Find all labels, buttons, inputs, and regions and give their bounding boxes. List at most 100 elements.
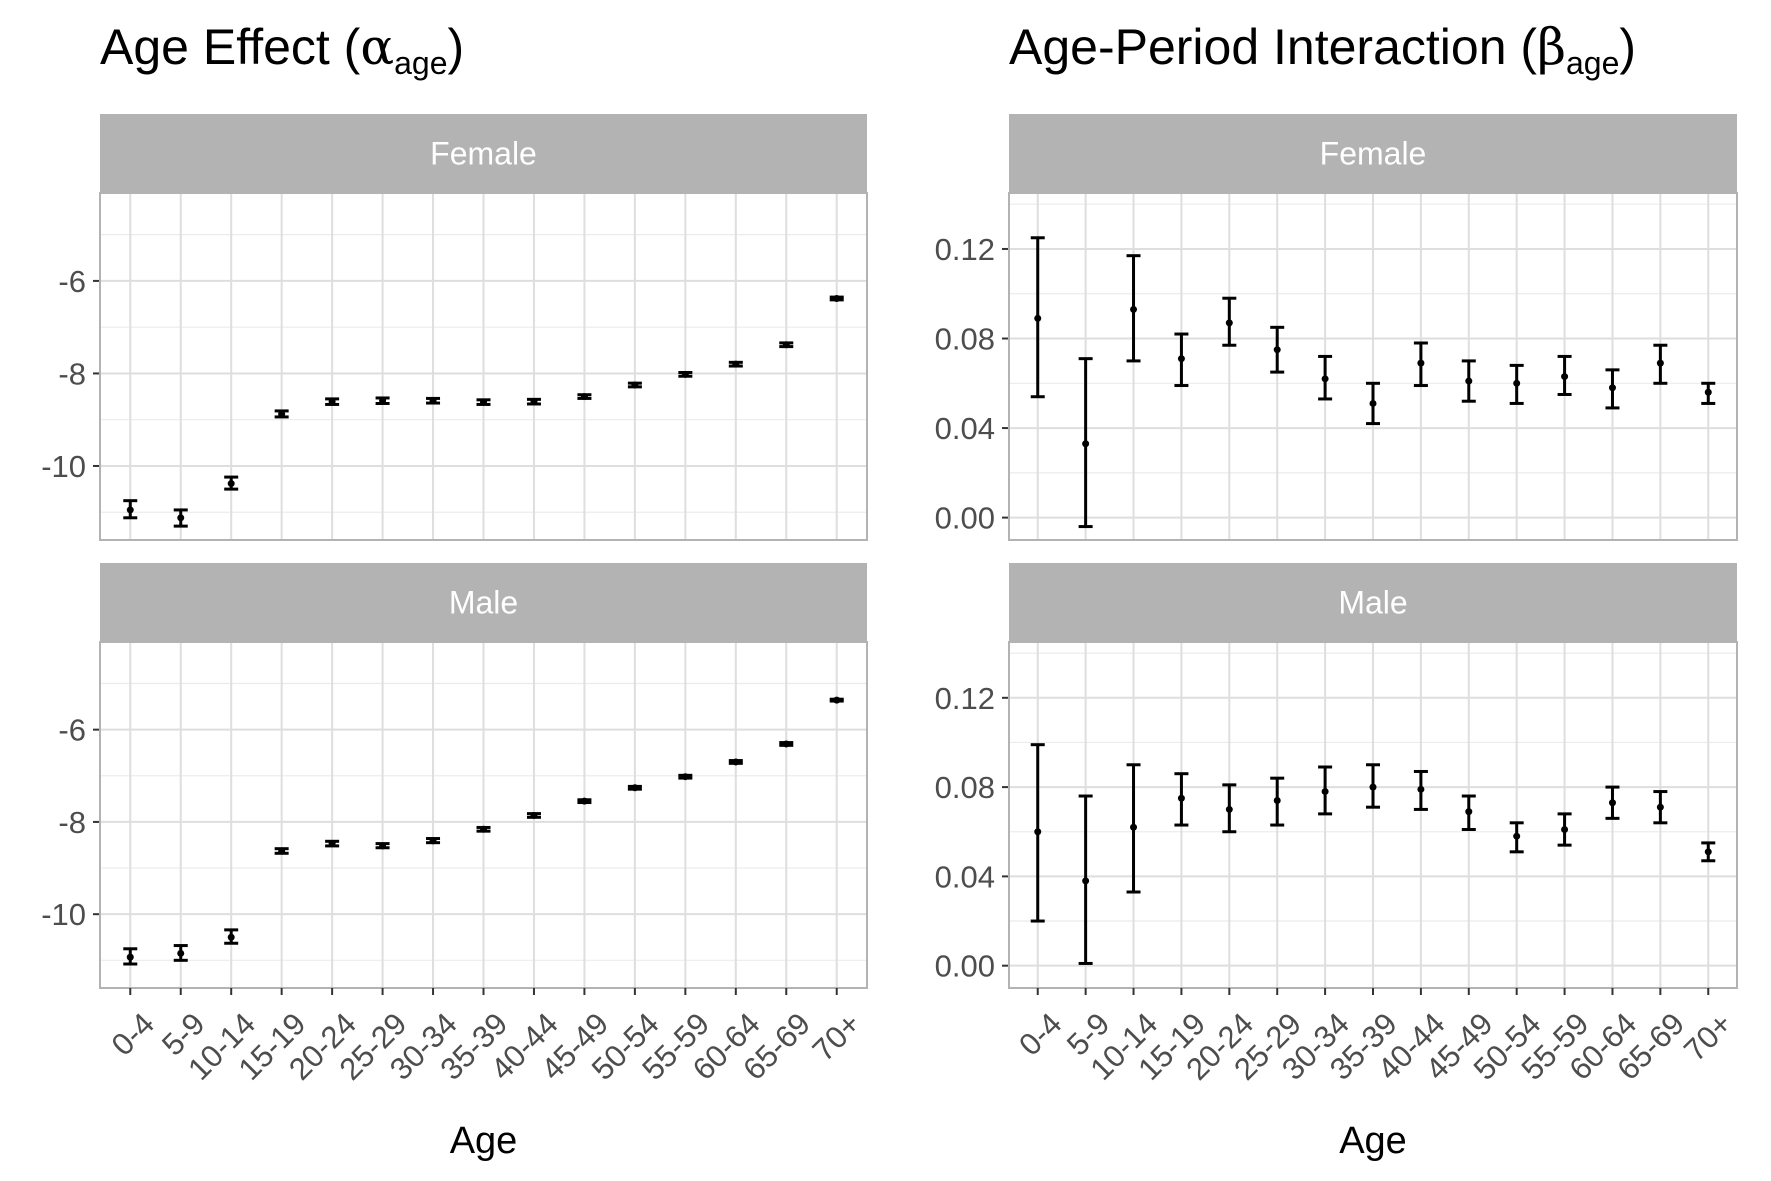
error-bar-5-9 (1078, 357, 1093, 529)
data-point-30-34 (429, 837, 437, 845)
facet-strip (1009, 563, 1737, 642)
error-bar-65-69 (1653, 790, 1668, 825)
error-bar-40-44 (1413, 341, 1428, 388)
error-bar-60-64 (728, 758, 743, 766)
data-point-15-19 (1177, 355, 1185, 363)
plot-border (99, 192, 868, 541)
data-point-60-64 (732, 360, 740, 368)
error-bar-70+ (829, 294, 844, 302)
error-bar-70+ (1701, 381, 1716, 405)
error-bar-35-39 (476, 825, 491, 833)
x-tick-label: 70+ (806, 1006, 868, 1068)
error-bar-65-69 (1653, 343, 1668, 385)
data-point-5-9 (177, 949, 185, 957)
error-bar-20-24 (1222, 783, 1237, 834)
data-point-5-9 (1082, 877, 1090, 885)
data-point-30-34 (1321, 375, 1329, 383)
data-point-65-69 (782, 740, 790, 748)
error-bar-55-59 (1557, 354, 1572, 396)
y-tick-label: -6 (58, 264, 86, 299)
error-bar-70+ (829, 696, 844, 704)
y-tick-label: -8 (58, 356, 86, 391)
error-bar-40-44 (526, 397, 541, 406)
data-point-50-54 (1513, 832, 1521, 840)
y-tick-label: 0.12 (935, 232, 995, 267)
y-tick-label: 0.04 (935, 411, 995, 446)
data-point-55-59 (681, 370, 689, 378)
error-bar-25-29 (375, 842, 390, 850)
y-tick-label: 0.00 (935, 501, 995, 536)
error-bar-30-34 (426, 396, 441, 405)
error-bar-20-24 (325, 397, 340, 406)
error-bar-10-14 (1126, 254, 1141, 363)
data-point-0-4 (126, 953, 134, 961)
chart-title-text: Age-Period Interaction ( (1009, 19, 1537, 75)
age-effect-chart: Age Effect (αage) Female -10 -8 -6 Male -10 -8 -… (41, 18, 868, 1162)
data-point-0-4 (1034, 314, 1042, 322)
y-tick-label: -8 (58, 805, 86, 840)
data-point-25-29 (1273, 346, 1281, 354)
data-point-20-24 (1225, 319, 1233, 327)
data-point-5-9 (1082, 440, 1090, 448)
chart-title-subscript: age (1566, 45, 1619, 81)
error-bar-35-39 (1366, 381, 1380, 426)
x-axis-title: Age (1339, 1120, 1407, 1162)
data-point-65-69 (1656, 803, 1664, 811)
data-point-25-29 (379, 397, 387, 405)
y-tick-label: -10 (41, 897, 86, 932)
error-bar-5-9 (173, 508, 188, 528)
chart-title-symbol: β (1537, 18, 1566, 76)
chart-title: Age-Period Interaction (βage) (1009, 18, 1636, 81)
error-bar-10-14 (224, 475, 239, 491)
error-bar-5-9 (173, 944, 188, 962)
chart-title-symbol: α (360, 18, 394, 76)
data-point-55-59 (681, 773, 689, 781)
data-point-35-39 (1369, 783, 1377, 791)
data-point-55-59 (1561, 373, 1569, 381)
data-point-60-64 (1608, 799, 1616, 807)
error-bar-60-64 (728, 360, 743, 368)
error-bar-30-34 (426, 837, 441, 845)
error-bar-25-29 (375, 396, 390, 406)
data-point-55-59 (1561, 826, 1569, 834)
plot-border (1008, 192, 1738, 541)
data-point-65-69 (782, 341, 790, 349)
error-bar-30-34 (1318, 354, 1333, 401)
error-bar-45-49 (577, 393, 592, 401)
data-point-20-24 (328, 840, 336, 848)
y-tick-label: 0.12 (935, 681, 995, 716)
error-bar-60-64 (1605, 785, 1620, 820)
error-bar-70+ (1701, 841, 1716, 863)
data-point-70+ (1704, 848, 1712, 856)
chart-title-close: ) (1619, 19, 1636, 75)
data-point-10-14 (227, 933, 235, 941)
y-tick-label: -10 (41, 449, 86, 484)
data-point-50-54 (631, 381, 639, 389)
data-point-10-14 (1130, 823, 1138, 831)
facet-strip-label: Female (430, 136, 537, 172)
chart-title: Age Effect (αage) (100, 18, 464, 81)
data-point-15-19 (1177, 794, 1185, 802)
error-bar-20-24 (1222, 296, 1237, 347)
chart-title-text: Age Effect ( (100, 19, 361, 75)
error-bar-35-39 (476, 398, 491, 406)
data-point-60-64 (1608, 384, 1616, 392)
data-point-40-44 (1417, 785, 1425, 793)
facet-strip (1009, 114, 1737, 193)
data-point-50-54 (1513, 379, 1521, 387)
facet-strip (100, 114, 867, 193)
error-bar-50-54 (627, 784, 642, 792)
error-bar-15-19 (274, 409, 289, 419)
chart-title-close: ) (447, 19, 464, 75)
facet-strip-label: Female (1320, 136, 1427, 172)
error-bar-55-59 (678, 773, 693, 781)
error-bar-50-54 (627, 381, 642, 389)
data-point-65-69 (1656, 359, 1664, 367)
data-point-45-49 (1465, 808, 1473, 816)
error-bar-15-19 (274, 847, 289, 855)
data-point-70+ (1704, 388, 1712, 396)
data-point-30-34 (429, 397, 437, 405)
data-point-25-29 (379, 842, 387, 850)
error-bar-15-19 (1174, 772, 1189, 827)
